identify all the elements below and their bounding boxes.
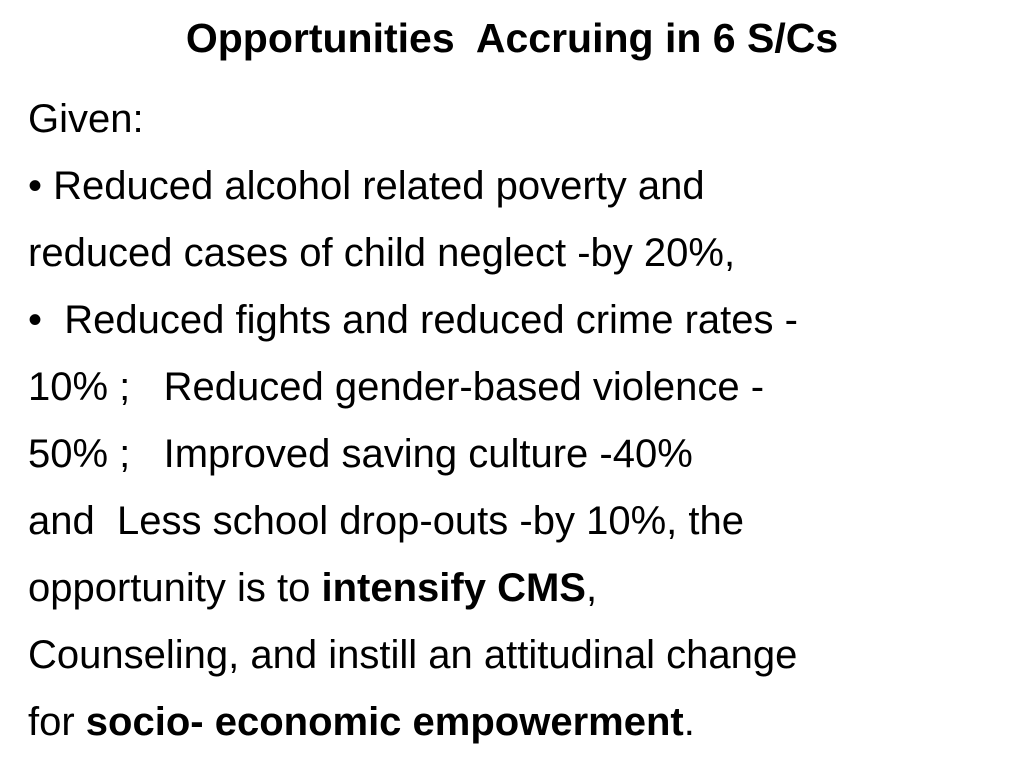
body-line-8: Counseling, and instill an attitudinal c… — [28, 633, 798, 677]
body-line-9: for socio- economic empowerment. — [28, 689, 1018, 756]
bullet-line-3: • Reduced fights and reduced crime rates… — [28, 298, 798, 342]
slide-body: Given: • Reduced alcohol related poverty… — [28, 86, 1018, 756]
bullet-line-2: reduced cases of child neglect -by 20%, — [28, 231, 736, 275]
text-segment: opportunity is to — [28, 566, 322, 610]
slide-title: Opportunities Accruing in 6 S/Cs — [185, 15, 839, 61]
body-line-6: and Less school drop-outs -by 10%, the — [28, 499, 744, 543]
body-line-7: opportunity is to intensify CMS, — [28, 555, 1018, 622]
text-segment: , — [585, 566, 598, 610]
bullet-line-1: • Reduced alcohol related poverty and — [28, 164, 705, 208]
text-segment: . — [683, 700, 695, 744]
given-label: Given: — [28, 97, 144, 141]
body-line-5: 50% ; Improved saving culture -40% — [28, 432, 693, 476]
emphasis-socio-economic-empowerment: socio- economic empowerment — [85, 700, 684, 744]
body-line-4: 10% ; Reduced gender-based violence - — [28, 365, 765, 409]
emphasis-intensify-cms: intensify CMS — [321, 566, 586, 610]
text-segment: for — [28, 700, 86, 744]
